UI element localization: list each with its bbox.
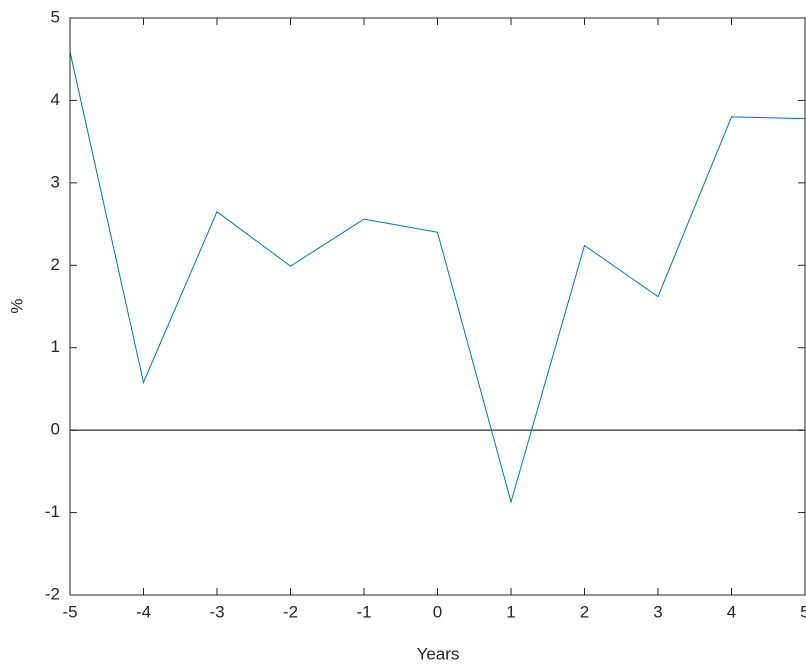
x-tick-label: 1: [506, 602, 515, 621]
y-tick-label: -2: [45, 584, 60, 603]
y-tick-label: 0: [51, 420, 60, 439]
x-tick-label: 4: [727, 602, 736, 621]
y-tick-label: 4: [51, 90, 60, 109]
x-tick-label: -3: [209, 602, 224, 621]
x-tick-label: 5: [800, 602, 806, 621]
axes-box: [69, 17, 806, 596]
y-tick-label: 2: [51, 255, 60, 274]
data-line: [69, 51, 806, 504]
x-tick-label: -1: [356, 602, 371, 621]
x-tick-label: 0: [433, 602, 442, 621]
x-tick-label: 3: [653, 602, 662, 621]
x-tick-label: 2: [580, 602, 589, 621]
x-tick-label: -5: [62, 602, 77, 621]
plot-area: [70, 18, 805, 595]
x-tick-label: -4: [136, 602, 151, 621]
y-tick-label: 5: [51, 7, 60, 26]
x-tick-label: -2: [283, 602, 298, 621]
y-tick-label: -1: [45, 502, 60, 521]
x-axis-label: Years: [417, 644, 460, 663]
y-axis-label: %: [7, 298, 26, 313]
y-tick-label: 3: [51, 172, 60, 191]
y-tick-label: 1: [51, 337, 60, 356]
